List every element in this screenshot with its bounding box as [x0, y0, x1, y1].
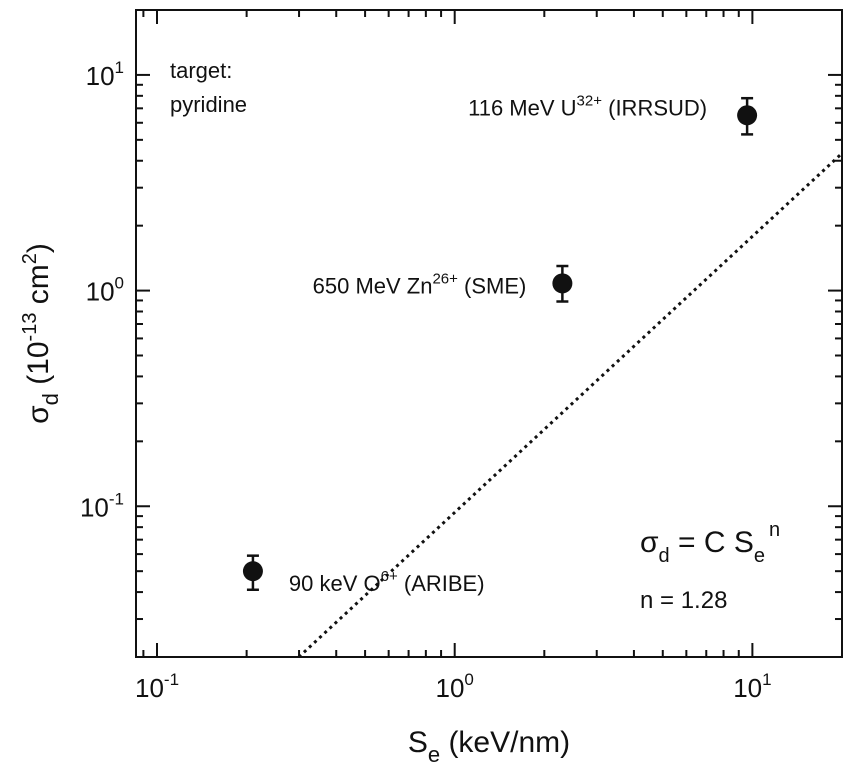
point-label: 90 keV O6+ (ARIBE)	[289, 568, 485, 596]
data-points: 90 keV O6+ (ARIBE) 650 MeV Zn26+ (SME) 116…	[242, 92, 758, 596]
plot-frame	[135, 9, 843, 658]
target-label-line1: target:	[170, 58, 232, 83]
target-label-line2: pyridine	[170, 92, 247, 117]
x-tick-label: 101	[733, 670, 771, 703]
fit-line	[297, 152, 844, 659]
n-value: n = 1.28	[640, 587, 727, 614]
formula: σd = C Sen	[640, 519, 780, 567]
point-label: 650 MeV Zn26+ (SME)	[313, 270, 527, 298]
major-ticks	[136, 10, 842, 657]
y-tick-label: 10-1	[80, 489, 124, 522]
data-point	[737, 105, 758, 126]
x-axis-title: Se (keV/nm)	[408, 726, 570, 767]
data-point	[552, 273, 573, 294]
y-axis-title: σd (10-13 cm2)	[19, 243, 63, 424]
y-tick-label: 100	[86, 274, 124, 307]
y-tick-label: 101	[86, 58, 124, 91]
tick-labels: 10-1 100 101 10-1 100 101	[80, 58, 772, 703]
annotations: target: pyridine σd = C Sen n = 1.28	[170, 58, 780, 614]
x-tick-label: 100	[436, 670, 474, 703]
point-label: 116 MeV U32+ (IRRSUD)	[468, 92, 707, 120]
minor-ticks	[136, 9, 843, 658]
axis-titles: Se (keV/nm) σd (10-13 cm2)	[19, 243, 570, 767]
x-tick-label: 10-1	[135, 670, 179, 703]
data-point	[242, 561, 263, 582]
